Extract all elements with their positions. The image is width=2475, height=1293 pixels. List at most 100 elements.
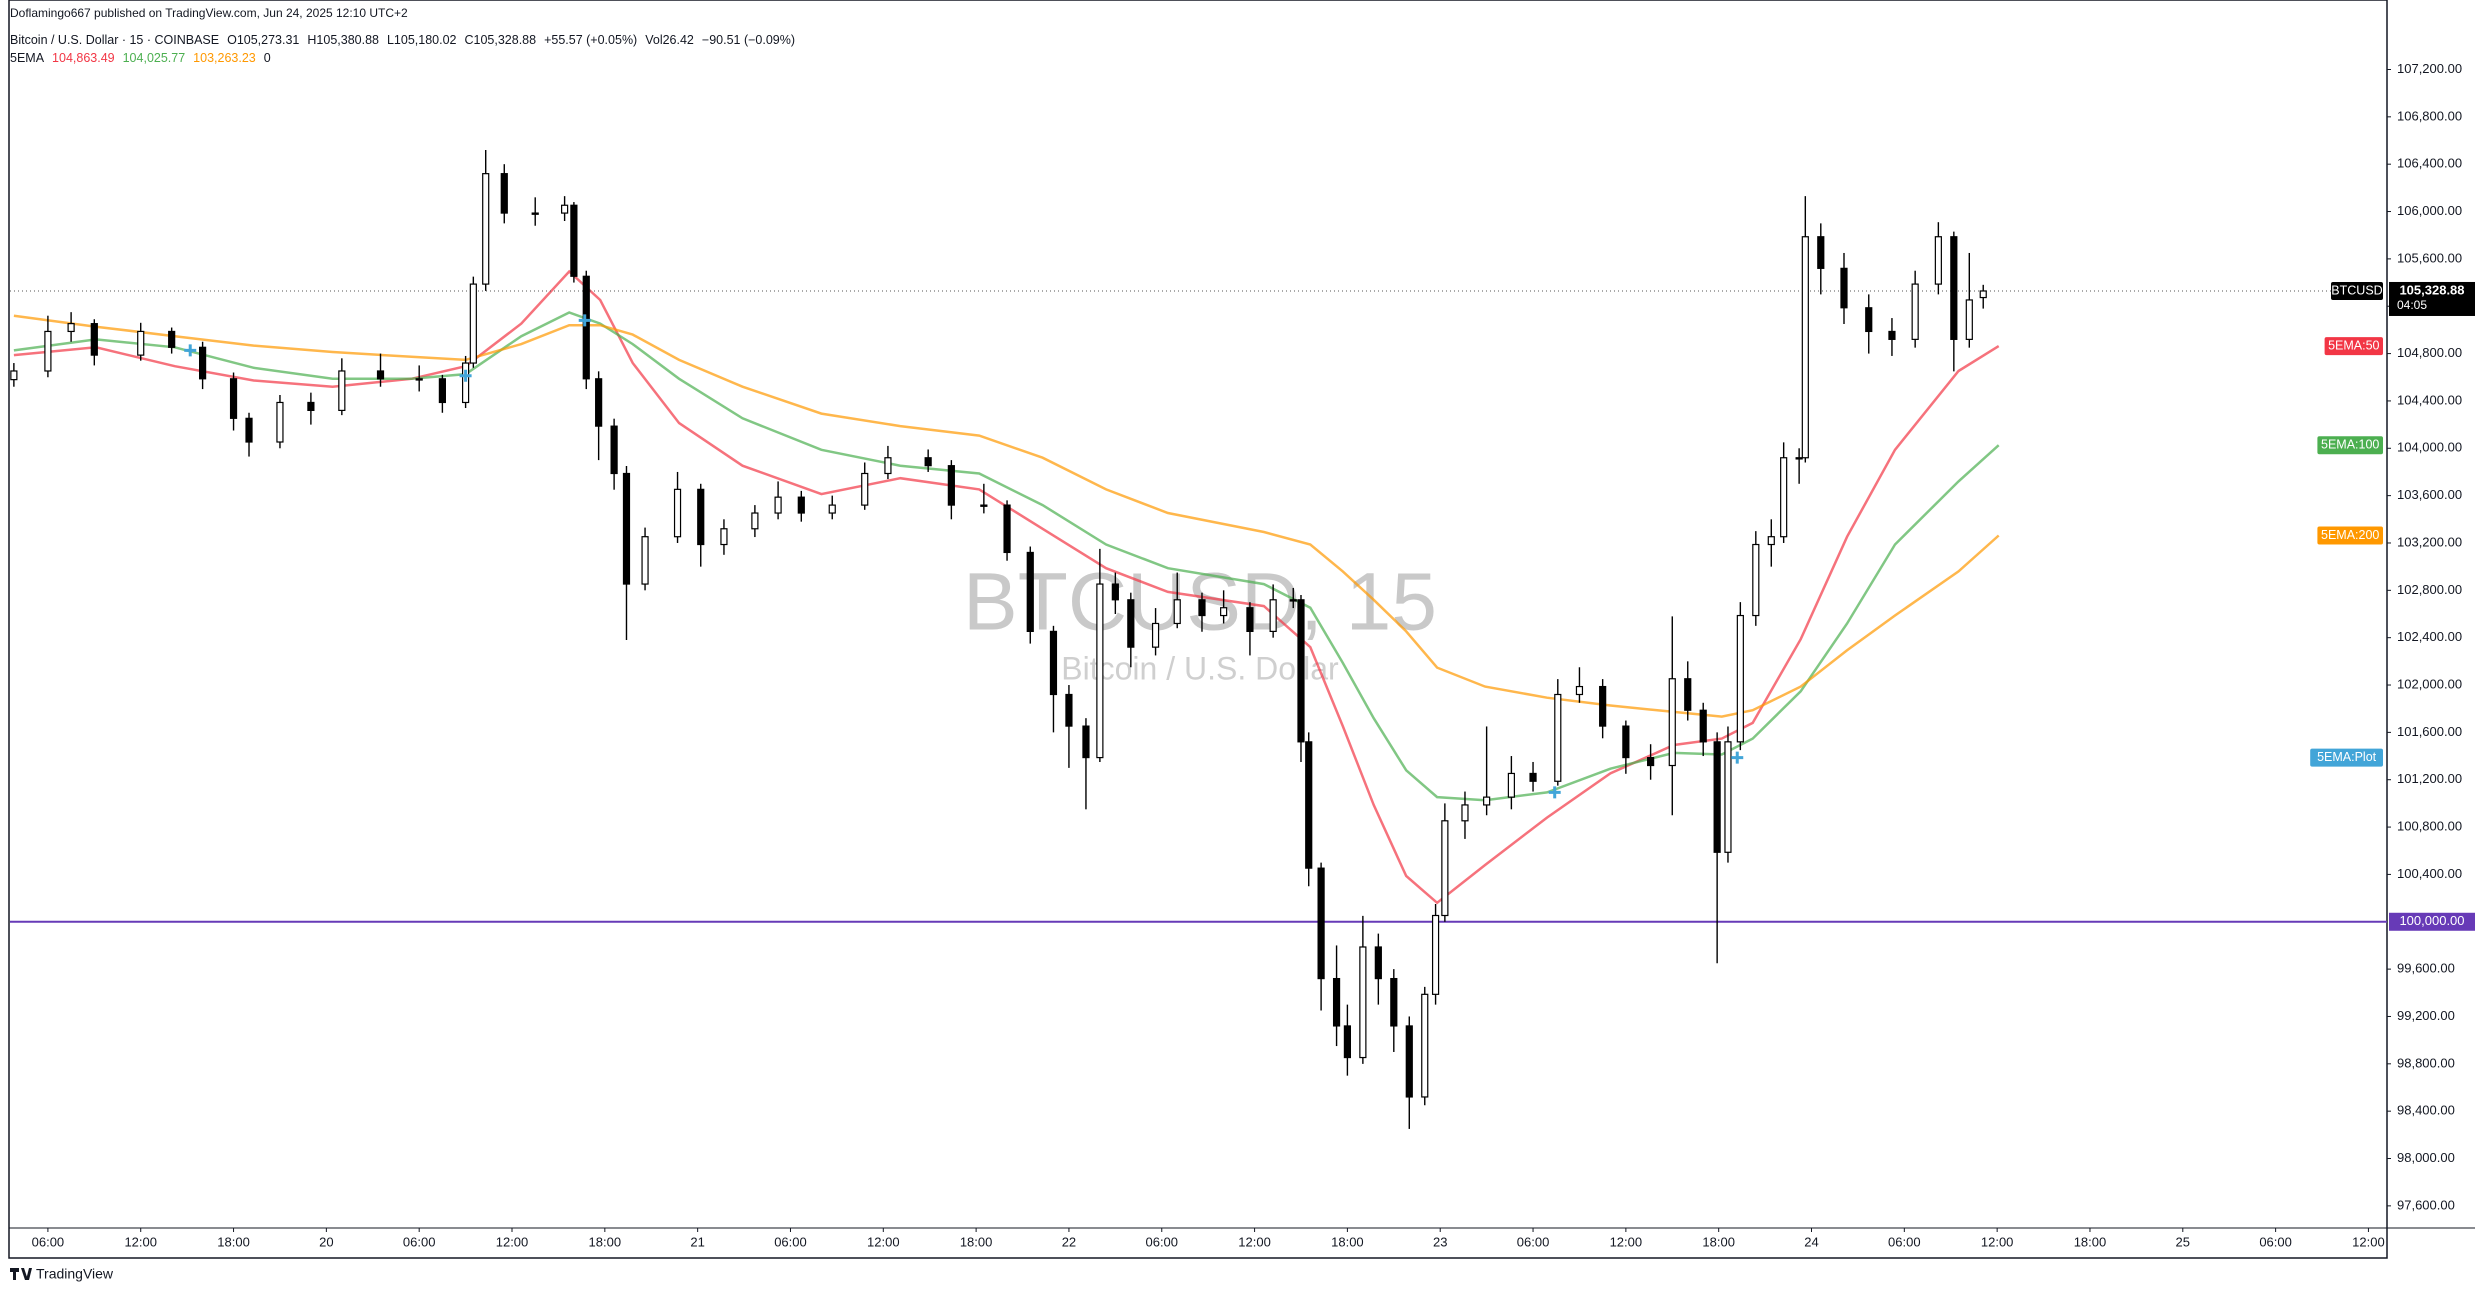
y-tick-label: 101,600.00 [2397,724,2462,739]
candle-body [461,362,470,404]
candle-body [500,173,508,214]
x-tick-label: 22 [1062,1234,1076,1249]
candle-body [1026,551,1034,633]
candle-body [1269,599,1277,633]
candle-body [229,378,238,419]
candle-body [245,417,253,443]
candle-body [1554,693,1562,782]
ohlc-low: L105,180.02 [386,33,457,47]
candle-body [1246,607,1254,633]
candle-body [1599,685,1607,727]
candle-body [697,488,705,546]
y-tick-label: 106,000.00 [2397,203,2462,218]
indicator-extra: 0 [263,51,271,65]
candle-body [137,330,145,356]
volume: Vol26.42 [645,33,694,47]
candle-body [415,378,423,381]
candle-body [1305,741,1313,869]
candle-body [1421,993,1429,1098]
candle-body [1065,693,1073,727]
x-tick-label: 18:00 [1331,1234,1364,1249]
ema-legend-value: 104,025.77 [122,51,186,65]
ema-tag: 5EMA:50 [2328,338,2379,352]
y-tick-label: 105,600.00 [2397,250,2462,265]
candle-body [1297,599,1305,743]
candle-body [1752,543,1760,617]
x-tick-label: 06:00 [2259,1234,2292,1249]
candle-body [1111,583,1119,601]
x-tick-label: 25 [2176,1234,2190,1249]
x-tick-label: 06:00 [1145,1234,1178,1249]
x-tick-label: 06:00 [1517,1234,1550,1249]
symbol-title: Bitcoin / U.S. Dollar · 15 · COINBASE [10,33,220,47]
candle-body [1817,236,1825,269]
candle-body [1888,330,1896,340]
x-tick-label: 06:00 [32,1234,65,1249]
y-tick-label: 100,800.00 [2397,819,2462,834]
candle-body [376,370,385,380]
candle-body [1405,1025,1413,1098]
candle-body [1127,599,1135,648]
candle-body [1736,614,1744,743]
ema-line [13,314,2000,718]
candle-body [90,323,98,356]
publish-line: Doflamingo667 published on TradingView.c… [10,6,408,20]
plot-marker [578,314,591,327]
x-tick-label: 12:00 [496,1234,529,1249]
candle-body [1911,283,1919,340]
candle-body [1699,709,1707,743]
y-tick-label: 103,600.00 [2397,487,2462,502]
candle-body [1220,607,1228,617]
ema-tag: 5EMA:200 [2321,528,2379,542]
x-tick-label: 24 [1804,1234,1818,1249]
candle-body [1003,504,1011,554]
horizontal-level-tag-bg [2389,912,2475,931]
candle-body [338,370,346,411]
x-tick-label: 06:00 [403,1234,436,1249]
last-price-bg [2389,281,2475,316]
candle-body [1795,457,1803,460]
volume-change: −90.51 (−0.09%) [701,33,796,47]
ohlc-open: O105,273.31 [227,33,300,47]
candle-body [1780,457,1788,538]
candle-body [1049,630,1058,696]
y-tick-label: 107,200.00 [2397,61,2462,76]
x-tick-label: 12:00 [1610,1234,1643,1249]
candle-body [1151,622,1160,648]
candle-body [797,496,805,514]
candle-body [1965,299,1973,340]
candle-body [1647,756,1655,767]
indicator-name: 5EMA [10,51,45,65]
candle-body [720,528,728,546]
x-tick-label: 12:00 [1238,1234,1271,1249]
candle-body [307,401,315,411]
y-tick-label: 104,400.00 [2397,392,2462,407]
y-tick-label: 102,000.00 [2397,676,2462,691]
candle-body [1431,914,1440,995]
candle-body [1684,678,1692,711]
candle-body [1767,536,1775,546]
candle-body [1332,977,1341,1027]
x-tick-label: 12:00 [867,1234,900,1249]
last-price-symbol: BTCUSD [2331,283,2382,297]
candle-body [1096,583,1104,759]
y-tick-label: 97,600.00 [2397,1197,2455,1212]
change: +55.57 (+0.05%) [544,33,638,47]
candle-body [751,512,759,530]
watermark-subtitle: Bitcoin / U.S. Dollar [1061,650,1339,686]
y-tick-label: 99,200.00 [2397,1008,2455,1023]
candle-body [561,204,569,214]
plot-marker [1548,786,1561,799]
candle-body [1840,267,1848,309]
ohlc-close: C105,328.88 [464,33,537,47]
candle-body [1979,290,1987,299]
candle-body [199,346,207,380]
y-tick-label: 101,200.00 [2397,771,2462,786]
y-tick-label: 99,600.00 [2397,961,2455,976]
y-tick-label: 98,400.00 [2397,1103,2455,1118]
candle-body [1622,725,1630,759]
x-tick-label: 23 [1433,1234,1447,1249]
x-tick-label: 20 [319,1234,333,1249]
